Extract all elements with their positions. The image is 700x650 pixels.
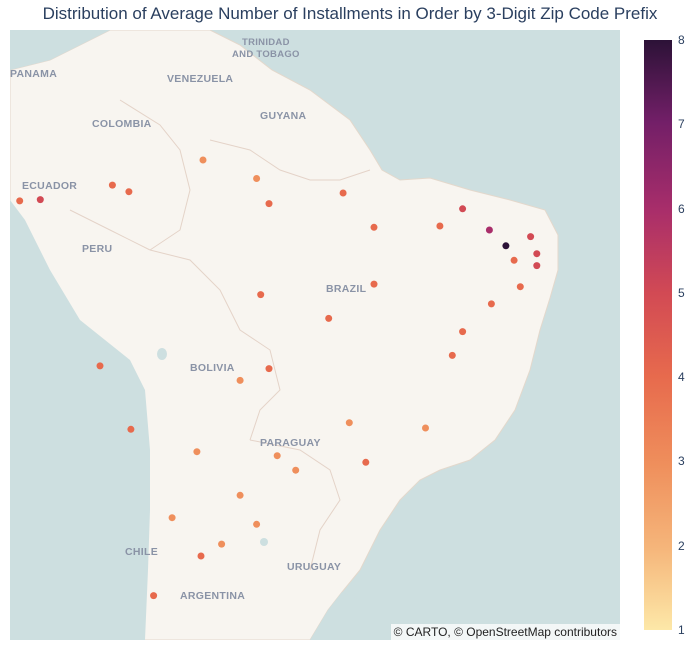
zip-point-13 — [370, 223, 378, 231]
zip-point-33 — [127, 425, 135, 433]
label-chile: CHILE — [125, 546, 158, 558]
colorbar-tick-6: 6 — [678, 201, 685, 216]
zip-point-32 — [193, 448, 201, 456]
pacific-ocean — [10, 200, 150, 640]
zip-point-27 — [197, 552, 205, 560]
zip-point-37 — [510, 256, 518, 264]
colorbar-tick-7: 7 — [678, 117, 685, 132]
zip-point-18 — [516, 283, 524, 291]
zip-point-24 — [292, 466, 300, 474]
colorbar: 1 2 3 4 5 6 7 8 — [644, 33, 685, 637]
caribbean-sea — [10, 30, 110, 70]
lake-titicaca — [157, 348, 167, 360]
map-panel[interactable]: PANAMA TRINIDAD AND TOBAGO VENEZUELA COL… — [10, 30, 620, 640]
zip-point-40 — [150, 592, 158, 600]
label-peru: PERU — [82, 243, 113, 255]
zip-point-9 — [199, 156, 207, 164]
zip-point-14 — [459, 205, 467, 213]
map-attribution: © CARTO, © OpenStreetMap contributors — [390, 624, 620, 640]
zip-point-10 — [253, 175, 261, 182]
map-title: Distribution of Average Number of Instal… — [42, 4, 658, 23]
zip-point-39 — [218, 540, 226, 548]
zip-point-7 — [108, 181, 116, 189]
colorbar-tick-3: 3 — [678, 454, 685, 469]
zip-point-0 — [16, 197, 24, 205]
colorbar-tick-8: 8 — [678, 33, 685, 47]
basemap — [10, 30, 620, 640]
zip-prefix-points — [16, 156, 541, 600]
zip-point-30 — [345, 419, 353, 427]
colorbar-tick-4: 4 — [678, 370, 685, 385]
zip-point-35 — [257, 291, 265, 299]
label-paraguay: PARAGUAY — [260, 437, 321, 449]
zip-point-8 — [125, 188, 133, 196]
zip-point-47 — [485, 226, 493, 234]
colorbar-tick-2: 2 — [678, 538, 685, 553]
zip-point-21 — [448, 351, 456, 359]
zip-point-41 — [36, 196, 44, 204]
zip-point-25 — [236, 491, 244, 499]
atlantic-south — [310, 592, 370, 640]
zip-point-38 — [168, 514, 176, 522]
zip-point-31 — [273, 452, 281, 460]
zip-point-46 — [502, 242, 510, 250]
zip-point-17 — [533, 262, 541, 270]
colorbar-gradient — [644, 40, 672, 630]
colorbar-tick-1: 1 — [678, 623, 685, 637]
zip-point-16 — [533, 250, 541, 258]
zip-point-20 — [459, 328, 467, 336]
zip-point-36 — [370, 280, 378, 288]
label-brazil: BRAZIL — [326, 283, 367, 295]
zip-point-48 — [436, 222, 444, 230]
zip-point-29 — [236, 376, 244, 384]
label-bolivia: BOLIVIA — [190, 362, 235, 374]
label-venezuela: VENEZUELA — [167, 73, 234, 85]
label-panama: PANAMA — [10, 68, 58, 80]
zip-point-28 — [265, 365, 273, 373]
zip-point-34 — [96, 362, 104, 370]
zip-point-15 — [527, 233, 535, 241]
colorbar-tick-5: 5 — [678, 285, 685, 300]
lake — [260, 538, 268, 546]
label-argentina: ARGENTINA — [180, 590, 246, 602]
label-guyana: GUYANA — [260, 110, 307, 122]
label-trinidad: TRINIDAD AND TOBAGO — [232, 37, 300, 60]
label-ecuador: ECUADOR — [22, 180, 78, 192]
zip-point-26 — [253, 520, 261, 528]
country-borders — [69, 99, 371, 571]
zip-point-12 — [339, 189, 347, 197]
zip-point-11 — [265, 200, 273, 208]
zip-point-22 — [422, 424, 429, 432]
label-uruguay: URUGUAY — [287, 561, 342, 573]
label-colombia: COLOMBIA — [92, 118, 152, 130]
zip-point-49 — [325, 314, 333, 322]
zip-point-23 — [362, 458, 370, 466]
zip-point-19 — [487, 300, 495, 308]
